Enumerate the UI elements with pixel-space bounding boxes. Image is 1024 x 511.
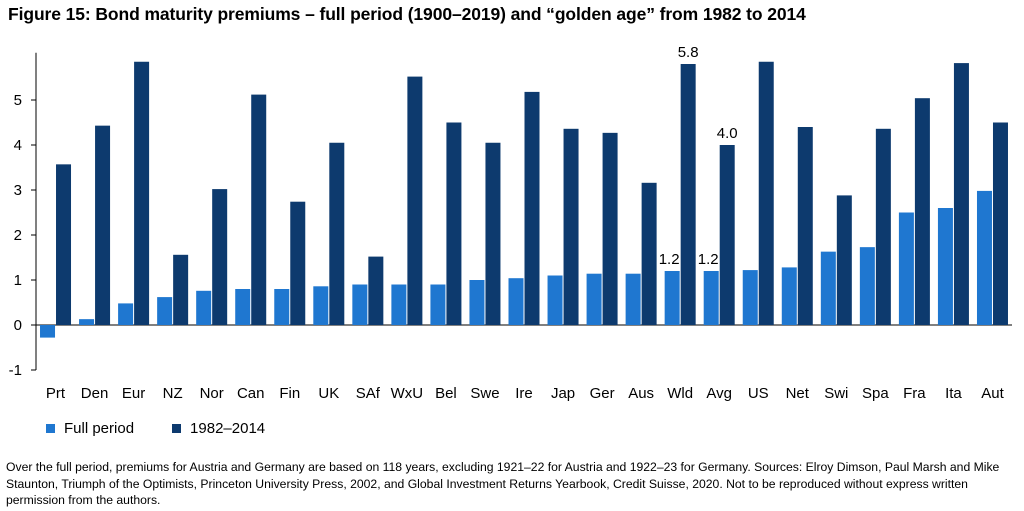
y-tick-label: 1 [14, 272, 22, 289]
bar-full-us [742, 270, 758, 325]
bar-full-fra [898, 212, 914, 325]
bar-golden-den [95, 125, 111, 326]
legend-label-full: Full period [64, 420, 135, 437]
bar-full-prt [40, 325, 56, 338]
bar-full-wld [664, 271, 680, 325]
legend-label-golden: 1982–2014 [190, 420, 266, 437]
bar-golden-saf [368, 256, 384, 325]
bar-golden-ire [524, 91, 540, 326]
bar-golden-ita [953, 63, 969, 325]
y-tick-label: -1 [9, 362, 22, 379]
x-tick-label: UK [318, 385, 339, 402]
x-tick-label: Den [81, 385, 109, 402]
bar-golden-net [797, 127, 813, 325]
bar-golden-nor [212, 189, 228, 325]
bar-golden-ger [602, 132, 618, 325]
bar-full-eur [118, 303, 134, 325]
x-tick-label: Swe [470, 385, 499, 402]
x-tick-label: US [748, 385, 769, 402]
bar-golden-prt [56, 164, 72, 325]
bar-golden-can [251, 94, 267, 325]
bar-golden-aus [641, 182, 657, 325]
bar-full-avg [703, 271, 719, 325]
bar-full-aut [976, 190, 992, 325]
x-tick-label: Avg [706, 385, 732, 402]
x-tick-label: Prt [46, 385, 66, 402]
bar-golden-uk [329, 142, 345, 325]
bar-full-wxu [391, 284, 407, 325]
data-label: 1.2 [659, 251, 680, 268]
x-tick-label: WxU [391, 385, 424, 402]
legend-item-full: Full period [46, 420, 134, 437]
bar-chart: -1 0 1 2 3 4 5 Prt Den Eur NZ Nor Can Fin UK SAf WxU Bel S… [9, 44, 1012, 402]
bar-golden-eur [134, 61, 150, 325]
chart-title: Figure 15: Bond maturity premiums – full… [8, 4, 806, 24]
bar-golden-fin [290, 201, 306, 325]
x-tick-label: Aut [981, 385, 1004, 402]
bar-golden-swi [836, 195, 852, 325]
bar-golden-spa [875, 128, 891, 325]
bar-full-ita [937, 208, 953, 325]
bar-full-ire [508, 278, 524, 325]
x-tick-label: Jap [551, 385, 575, 402]
bar-full-nor [196, 290, 212, 325]
bar-full-ger [586, 273, 602, 325]
x-tick-label: NZ [163, 385, 183, 402]
x-tick-label: SAf [356, 385, 381, 402]
bar-full-swi [820, 251, 836, 325]
x-tick-label: Fra [903, 385, 926, 402]
bar-full-jap [547, 275, 563, 325]
bar-golden-fra [914, 98, 930, 325]
bar-full-fin [274, 289, 290, 325]
bar-full-can [235, 289, 251, 325]
footnote: Over the full period, premiums for Austr… [6, 460, 1000, 507]
bar-full-swe [469, 280, 485, 325]
bar-golden-us [758, 61, 774, 325]
data-label: 1.2 [698, 251, 719, 268]
bar-full-aus [625, 273, 641, 325]
x-tick-label: Net [786, 385, 810, 402]
x-tick-label: Ire [515, 385, 533, 402]
x-tick-label: Aus [628, 385, 654, 402]
bar-golden-jap [563, 128, 579, 325]
bar-golden-nz [173, 254, 189, 325]
bar-full-net [781, 267, 797, 325]
bar-full-uk [313, 286, 329, 325]
x-tick-label: Bel [435, 385, 457, 402]
data-label: 4.0 [717, 125, 738, 142]
x-tick-label: Wld [667, 385, 693, 402]
x-tick-label: Can [237, 385, 265, 402]
bar-full-nz [157, 297, 173, 325]
bar-full-bel [430, 284, 446, 325]
bar-golden-avg [719, 145, 735, 325]
y-tick-label: 3 [14, 182, 22, 199]
x-tick-label: Ger [590, 385, 615, 402]
y-tick-label: 0 [14, 317, 22, 334]
bar-golden-aut [992, 122, 1008, 325]
x-tick-label: Eur [122, 385, 145, 402]
y-tick-label: 2 [14, 227, 22, 244]
chart-legend: Full period 1982–2014 [46, 420, 303, 437]
x-tick-label: Swi [824, 385, 848, 402]
x-tick-label: Spa [862, 385, 889, 402]
legend-swatch-full [46, 424, 55, 433]
bar-golden-wld [680, 64, 696, 325]
data-label: 5.8 [678, 44, 699, 61]
legend-swatch-golden [172, 424, 182, 433]
bar-full-den [79, 319, 95, 325]
bar-golden-bel [446, 122, 462, 325]
x-tick-label: Ita [945, 385, 962, 402]
bar-full-saf [352, 284, 368, 325]
legend-item-golden: 1982–2014 [172, 420, 265, 437]
bar-full-spa [859, 247, 875, 325]
bar-golden-swe [485, 142, 501, 325]
x-tick-label: Nor [200, 385, 224, 402]
y-tick-label: 5 [14, 92, 22, 109]
bar-golden-wxu [407, 76, 423, 325]
y-tick-label: 4 [14, 137, 22, 154]
x-tick-label: Fin [279, 385, 300, 402]
